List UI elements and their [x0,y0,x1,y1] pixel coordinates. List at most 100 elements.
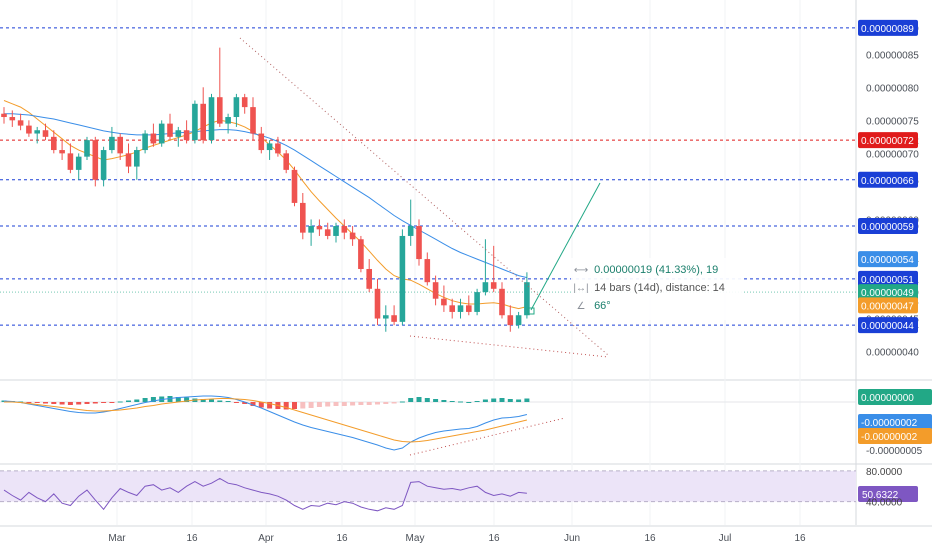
time-tick-label: Mar [108,533,126,544]
macd-histogram-bar [59,402,65,405]
time-tick-label: 16 [336,533,348,544]
macd-histogram-bar [441,400,447,402]
candle [192,100,198,144]
macd-histogram-bar [416,397,422,402]
candle-body [391,315,397,322]
candle [225,113,231,134]
macd-value-badge [858,389,932,405]
candle [457,298,464,319]
macd-histogram-bar [101,402,107,403]
macd-histogram-bar [449,401,455,402]
macd-histogram-bar [341,402,347,406]
macd-histogram-bar [333,402,339,406]
candle [266,140,273,160]
candle [117,133,123,160]
time-tick-label: May [406,533,425,544]
candle-body [109,136,115,151]
candle [175,126,182,147]
candle-body [51,136,57,151]
price-tick-label: 0.00000040 [866,348,919,359]
macd-value-badge [858,428,932,444]
macd-histogram-bar [474,401,480,402]
candle [109,126,115,154]
candle [134,146,140,180]
candle [208,93,215,144]
macd-histogram-bar [43,402,48,404]
candle-body [1,113,7,118]
time-tick-label: 16 [794,533,806,544]
macd-histogram-bar [358,402,364,405]
candle [59,140,65,160]
candle-body [241,97,248,108]
macd-histogram-bar [399,401,405,403]
candle-body [333,226,339,236]
measure-bars-row: |↔| 14 bars (14d), distance: 14 [571,280,725,296]
candle [67,143,74,174]
macd-histogram-bar [34,402,40,403]
macd-histogram-bar [242,402,248,404]
price-level-badge [858,171,918,188]
macd-histogram-bar [225,401,231,402]
candle-body [399,235,406,322]
macd-histogram-bar [516,399,522,402]
macd-histogram-bar [383,402,389,404]
candle-body [490,282,497,289]
price-range-icon: ⟷ [573,265,589,276]
candle [366,259,372,293]
candle-body [499,288,505,316]
time-tick-label: Apr [258,533,274,544]
candle-body [275,143,281,154]
price-level-badge-text: 0.00000054 [861,255,914,266]
macd-histogram-bar [134,399,140,402]
projection-anchor [527,307,535,315]
macd-histogram-bar [325,402,331,407]
candle-body [208,97,215,141]
time-tick-label: 16 [644,533,656,544]
macd-histogram-bar [375,402,380,405]
projection-line [530,182,601,311]
angle-icon: ∠ [576,301,586,312]
measure-angle-text: 66° [594,300,611,312]
measure-price-row: ⟷ 0.00000019 (41.33%), 19 [571,262,718,278]
candle [92,136,99,187]
candle-body [92,140,99,180]
time-tick-label: Jul [719,533,732,544]
candle [51,130,57,154]
candle [308,219,314,246]
candle-body [482,282,489,293]
candle [275,136,281,157]
candle [333,222,339,243]
macd-histogram-bar [200,399,206,402]
macd-histogram-bar [292,402,297,409]
rsi-axis-label: 80.0000 [866,467,903,478]
macd-histogram-bar [424,398,430,402]
macd-histogram-bar [92,402,98,404]
candle-body [358,239,364,269]
macd-histogram-bar [217,400,223,402]
macd-histogram-bar [408,398,414,402]
candle-body [432,282,439,299]
candle [167,113,173,141]
candle-body [507,315,514,326]
candle-body [449,305,455,312]
price-level-badge [858,317,918,334]
candle-body [383,315,389,319]
candle [507,305,514,332]
macd-histogram-bar [84,402,90,404]
rsi-value-badge [858,486,918,502]
candle [250,97,256,141]
price-level-badge-text: 0.00000044 [861,321,914,332]
candle-body [366,268,372,289]
candle-body [283,153,289,170]
candle [200,87,206,144]
macd-histogram-bar [308,402,314,408]
macd-axis-label: -0.00000005 [866,446,923,457]
measure-angle-row: ∠ 66° [571,298,611,314]
candle [416,219,422,266]
macd-value-badge-text: 0.00000000 [861,393,914,404]
candle-body [26,125,32,134]
price-tick-label: 0.00000085 [866,50,919,61]
macd-histogram-bar [175,397,181,402]
